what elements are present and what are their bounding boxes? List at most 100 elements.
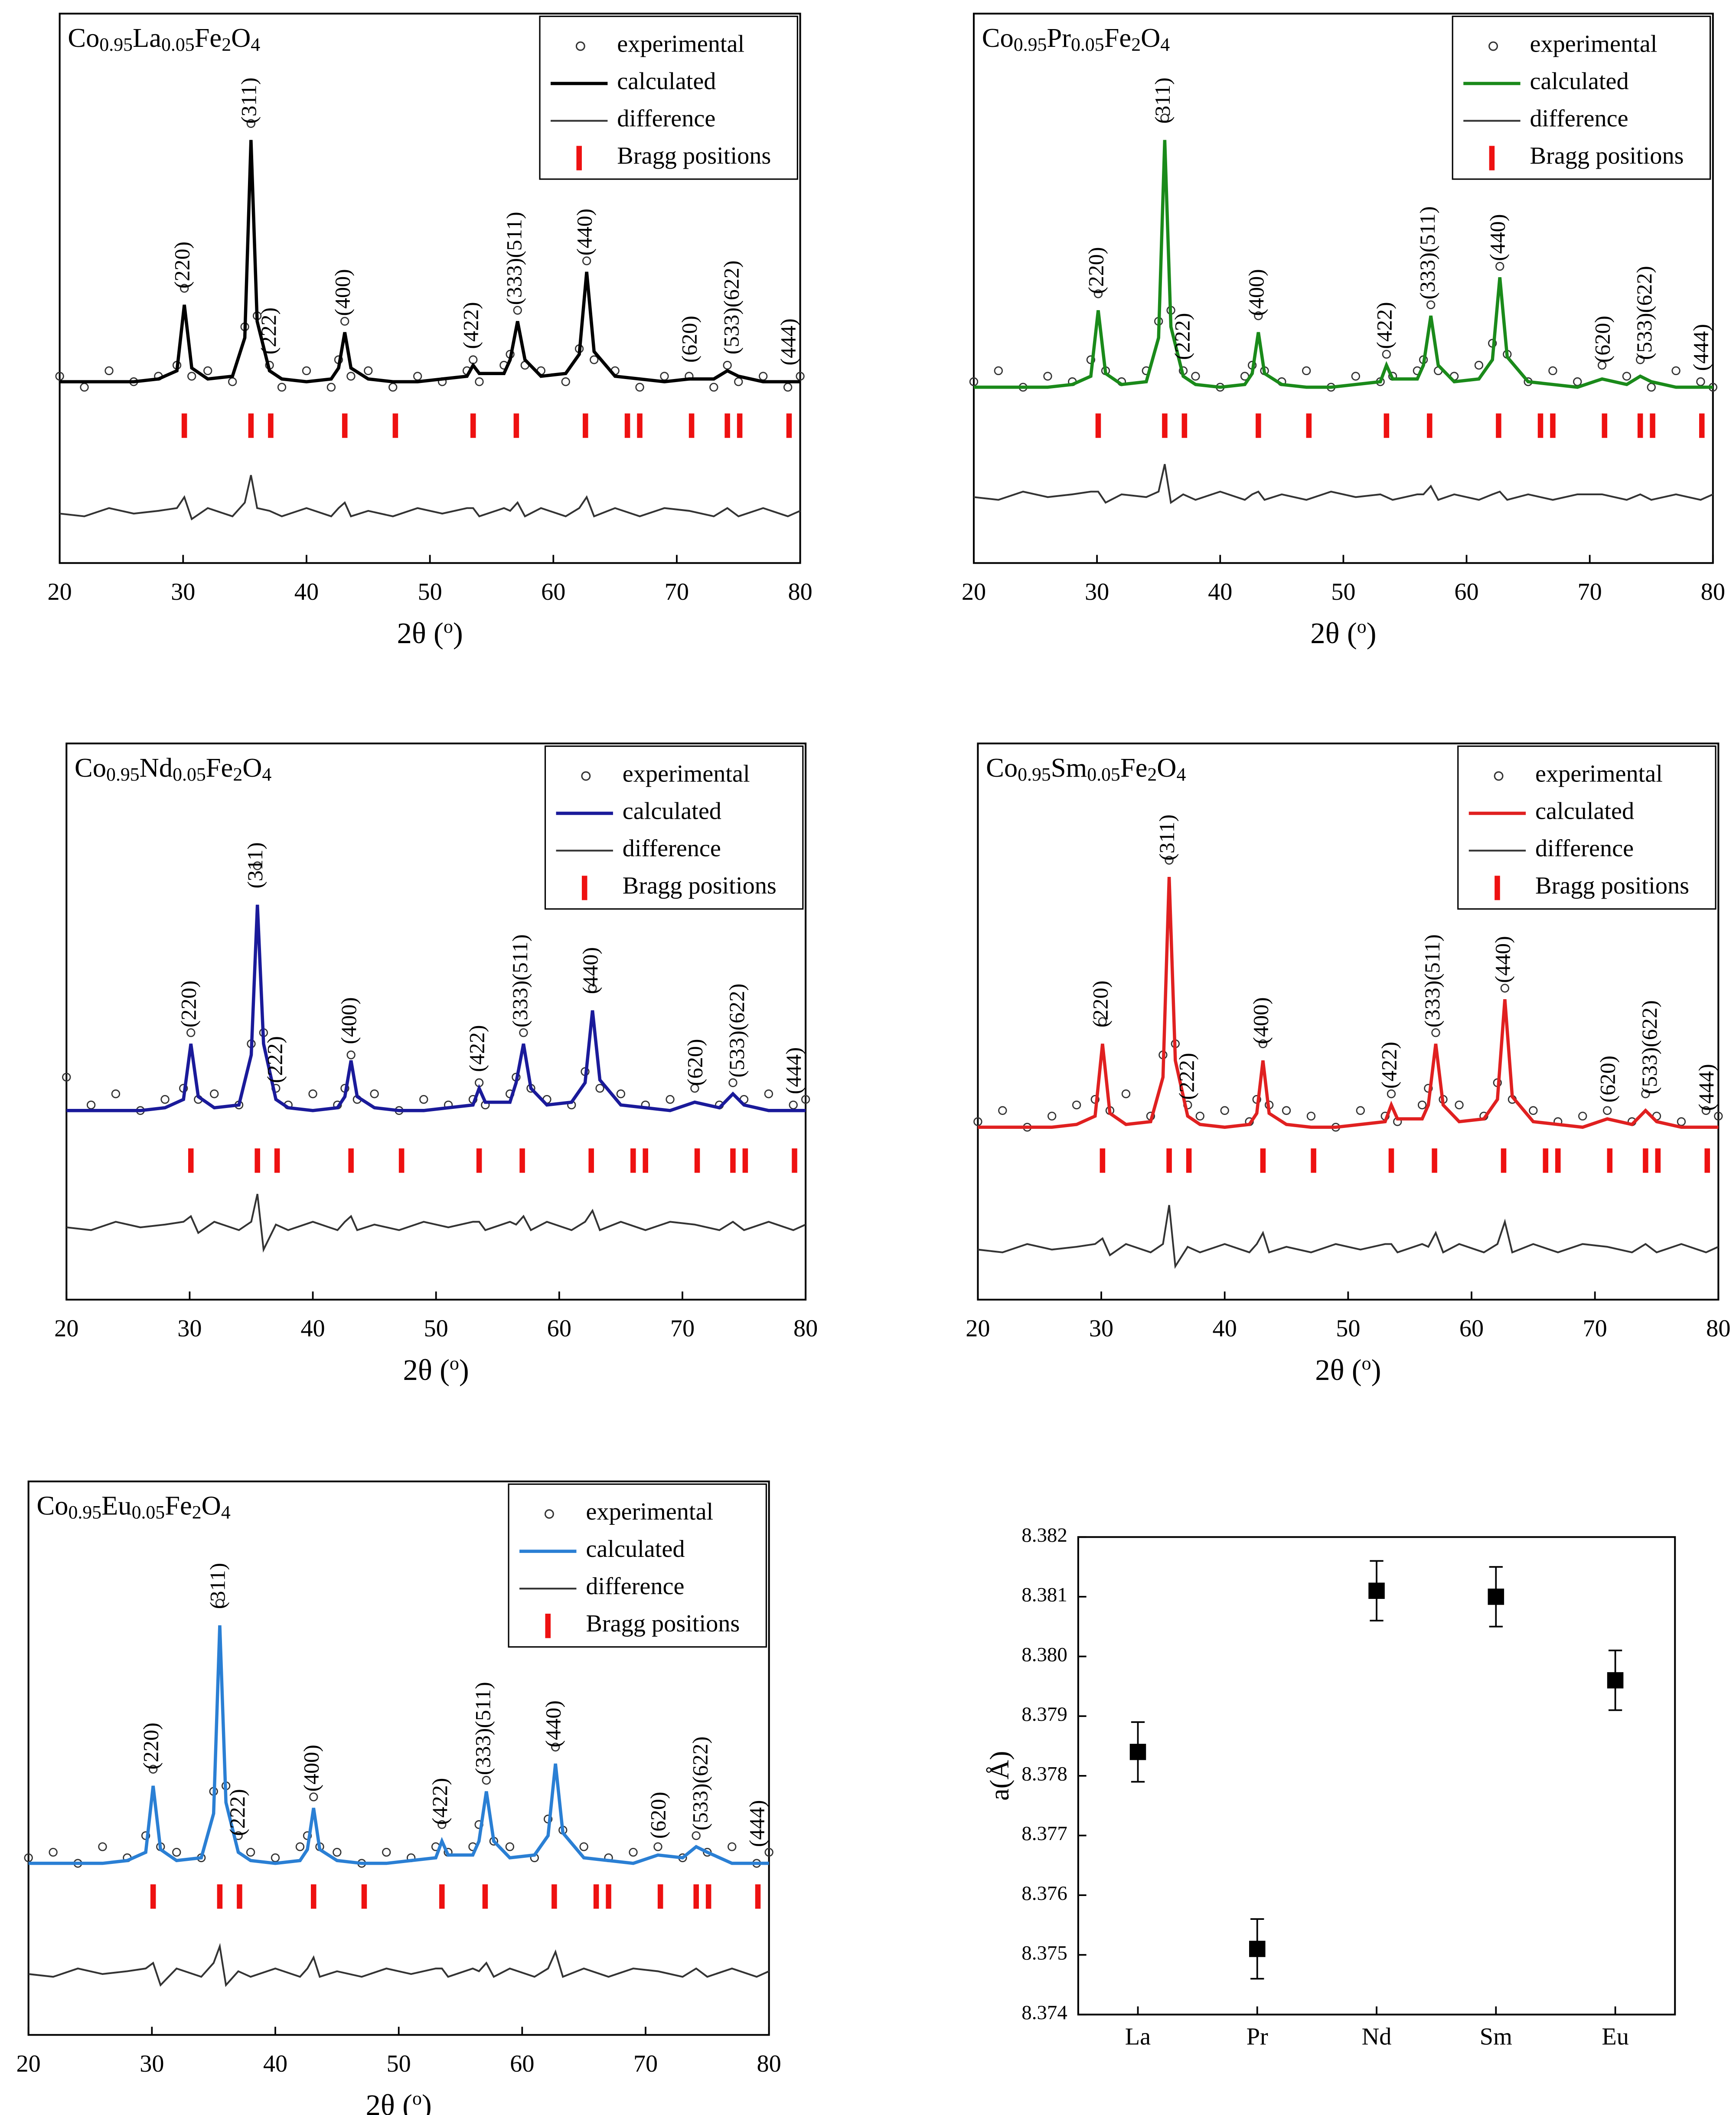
x-axis-label: 2θ (o): [1315, 1353, 1381, 1386]
experimental-point: [1351, 372, 1360, 381]
peak-label: (440): [1490, 936, 1514, 983]
x-tick-label: 80: [1701, 579, 1725, 605]
experimental-point: [1641, 1089, 1650, 1098]
x-tick-label: 80: [793, 1315, 818, 1342]
experimental-point: [346, 372, 356, 381]
experimental-point: [1093, 289, 1103, 298]
x-tick-label: 20: [47, 579, 72, 605]
panel-title: Co0.95Sm0.05Fe2O4: [986, 752, 1186, 785]
peak-label: (222): [1175, 1053, 1199, 1100]
y-tick-label: 8.381: [1021, 1584, 1067, 1606]
x-tick-label: 30: [1085, 579, 1109, 605]
peak-label: (400): [1244, 269, 1268, 316]
experimental-point: [561, 377, 570, 386]
calculated-line: [59, 140, 800, 384]
peak-label: (333)(511): [470, 1682, 495, 1775]
peak-label: (533)(622): [719, 261, 743, 355]
panel-title: Co0.95Pr0.05Fe2O4: [982, 23, 1170, 55]
calculated-line: [978, 877, 1719, 1129]
experimental-point: [1160, 113, 1169, 123]
experimental-point: [692, 1831, 701, 1840]
y-tick-label: 8.378: [1021, 1763, 1067, 1785]
peak-label: (422): [465, 1025, 489, 1072]
experimental-point: [1382, 350, 1391, 359]
experimental-point: [635, 382, 644, 392]
peak-label: (220): [1083, 247, 1108, 294]
experimental-point: [595, 1084, 604, 1093]
y-tick-label: 8.375: [1021, 1942, 1067, 1965]
x-tick-label: 20: [962, 579, 986, 605]
experimental-point: [616, 1089, 626, 1098]
peak-label: (620): [1590, 316, 1614, 363]
experimental-point: [302, 366, 311, 376]
difference-line: [59, 475, 801, 521]
experimental-point: [551, 1742, 560, 1752]
data-point: [1488, 1589, 1504, 1605]
legend-label: Bragg positions: [1535, 872, 1689, 899]
experimental-point: [210, 1089, 219, 1098]
experimental-point: [590, 355, 599, 364]
legend-label: difference: [617, 105, 715, 132]
experimental-point: [783, 382, 793, 392]
experimental-point: [1191, 372, 1200, 381]
experimental-point: [1529, 1106, 1538, 1115]
legend-label: calculated: [623, 798, 721, 824]
experimental-point: [690, 1084, 699, 1093]
experimental-point: [469, 355, 478, 364]
experimental-point: [104, 366, 114, 376]
experimental-point: [1258, 1039, 1268, 1049]
difference-line: [66, 1193, 806, 1253]
x-tick-label: 20: [54, 1315, 78, 1342]
y-axis-label: a(Å): [984, 1751, 1015, 1801]
peak-label: (333)(511): [502, 212, 526, 305]
experimental-point: [759, 372, 768, 381]
peak-label: (311): [236, 78, 261, 124]
experimental-point: [482, 1776, 491, 1785]
experimental-point: [513, 306, 522, 315]
peak-label: (333)(511): [1415, 206, 1439, 300]
x-tick-label: 60: [541, 579, 565, 605]
x-axis-label: 2θ (o): [397, 617, 463, 650]
experimental-point: [653, 1842, 662, 1851]
peak-label: (220): [1088, 981, 1112, 1027]
x-tick-label: 40: [294, 579, 319, 605]
experimental-point: [1220, 1106, 1229, 1115]
x-tick-label: 80: [788, 579, 812, 605]
experimental-point: [1165, 856, 1174, 865]
x-tick-label: Eu: [1602, 2023, 1629, 2050]
x-tick-label: 60: [1459, 1315, 1484, 1342]
legend-symbol: [544, 1509, 554, 1519]
experimental-point: [1578, 1111, 1587, 1121]
experimental-point: [994, 366, 1003, 376]
experimental-point: [1121, 1089, 1131, 1098]
difference-line: [978, 1205, 1719, 1269]
peak-label: (440): [572, 209, 597, 255]
experimental-point: [666, 1095, 675, 1104]
legend-symbol: [1494, 771, 1504, 781]
x-tick-label: 30: [140, 2050, 164, 2077]
peak-label: (620): [1595, 1056, 1619, 1102]
legend-label: calculated: [617, 68, 716, 95]
experimental-point: [1098, 1017, 1107, 1026]
x-tick-label: La: [1125, 2023, 1151, 2050]
panel-title: Co0.95Eu0.05Fe2O4: [36, 1491, 230, 1523]
experimental-point: [308, 1089, 317, 1098]
experimental-point: [179, 284, 189, 293]
peak-label: (220): [176, 981, 201, 1027]
peak-label: (222): [263, 1036, 287, 1083]
legend-symbol: [575, 41, 585, 51]
experimental-point: [1671, 366, 1681, 376]
experimental-point: [187, 372, 196, 381]
experimental-point: [1356, 1106, 1365, 1115]
experimental-point: [55, 372, 64, 381]
peak-label: (311): [243, 842, 267, 889]
peak-label: (400): [336, 997, 361, 1044]
panel-title: Co0.95Nd0.05Fe2O4: [75, 752, 271, 785]
experimental-point: [1696, 377, 1705, 386]
experimental-point: [228, 377, 237, 386]
panel-title: Co0.95La0.05Fe2O4: [68, 23, 260, 55]
experimental-point: [1195, 1111, 1204, 1121]
x-tick-label: 70: [1583, 1315, 1607, 1342]
legend-symbol: [1488, 41, 1498, 51]
x-tick-label: 70: [633, 2050, 658, 2077]
